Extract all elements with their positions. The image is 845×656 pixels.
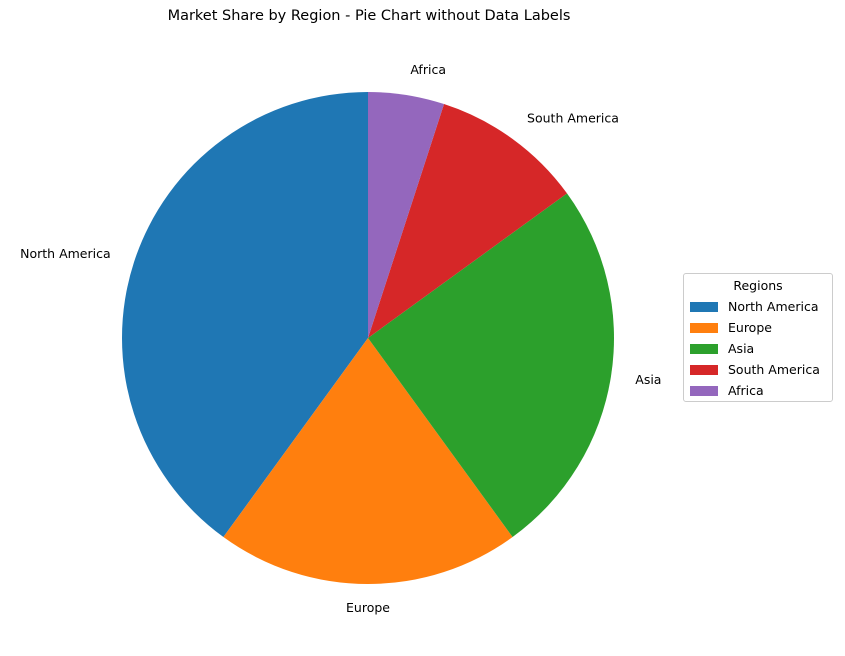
legend-title: Regions	[733, 278, 783, 293]
legend-swatch	[690, 322, 718, 333]
slice-label-north-america: North America	[20, 246, 111, 261]
pie-slices	[121, 92, 614, 584]
legend-label: South America	[728, 362, 820, 377]
legend-item-africa: Africa	[690, 380, 826, 401]
legend: Regions North America Europe Asia South Ame…	[683, 273, 833, 402]
legend-item-north-america: North America	[690, 296, 826, 317]
legend-swatch	[690, 343, 718, 354]
legend-label: Africa	[728, 383, 764, 398]
chart-title: Market Share by Region - Pie Chart witho…	[167, 8, 571, 24]
pie-slice-south-america	[368, 104, 568, 338]
legend-item-asia: Asia	[690, 338, 826, 359]
legend-label: Asia	[728, 341, 755, 356]
slice-label-asia: Asia	[635, 372, 661, 387]
pie-slice-asia	[368, 193, 614, 538]
legend-item-south-america: South America	[690, 359, 826, 380]
pie-slice-labels: North America Europe Asia South America Afri…	[20, 62, 661, 615]
legend-swatch	[690, 364, 718, 375]
legend-label: Europe	[728, 320, 772, 335]
slice-label-africa: Africa	[410, 62, 446, 77]
pie-slice-north-america	[121, 92, 368, 538]
slice-label-south-america: South America	[527, 111, 619, 126]
legend-item-europe: Europe	[690, 317, 826, 338]
slice-label-europe: Europe	[346, 600, 390, 615]
legend-swatch	[690, 301, 718, 312]
pie-slice-europe	[223, 338, 513, 584]
legend-items: North America Europe Asia South America Afri…	[690, 296, 826, 401]
legend-swatch	[690, 385, 718, 396]
pie-slice-africa	[368, 92, 445, 338]
legend-label: North America	[728, 299, 819, 314]
